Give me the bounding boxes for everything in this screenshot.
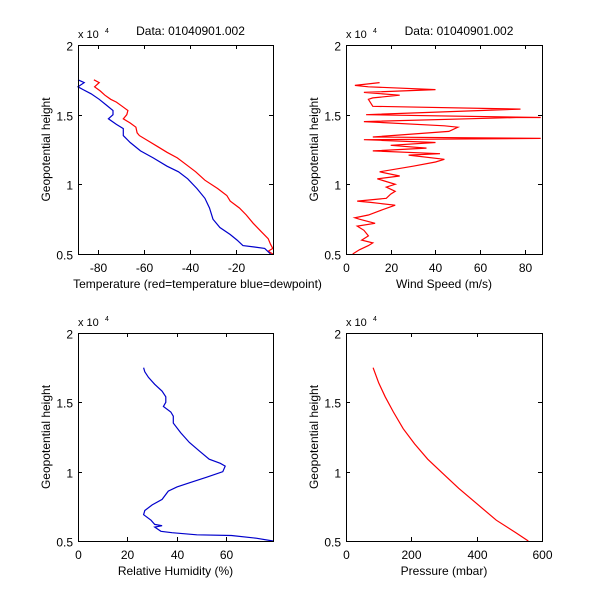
x-tick-label: -60 [136, 261, 154, 275]
y-tick-label: 1.5 [56, 397, 73, 411]
y-tick-label: 1.5 [324, 397, 341, 411]
y-multiplier-exponent: 4 [105, 28, 109, 35]
x-tick-label: -40 [182, 261, 200, 275]
y-tick-label: 2 [66, 328, 73, 342]
x-tick-label: -80 [90, 261, 108, 275]
subplot-pressure: 0 200 400 600 0.5 1 1.5 2 x 10 4 Pressure (mbar) Ge… [307, 316, 553, 578]
x-tick-label: 40 [171, 548, 185, 562]
x-tick-label: 20 [385, 261, 399, 275]
y-tick-label: 0.5 [324, 536, 341, 550]
x-tick-label: 0 [343, 548, 350, 562]
y-multiplier-label: x 10 [346, 29, 367, 41]
subplot-wind-speed: 0 20 40 60 80 0.5 1 1.5 2 x 10 4 Data: 01040901.002… [307, 24, 543, 291]
series-line-dewpoint [76, 79, 271, 255]
x-tick-label: 40 [429, 261, 443, 275]
y-tick-label: 1.5 [56, 110, 73, 124]
y-tick-label: 1.5 [324, 110, 341, 124]
y-tick-label: 2 [334, 328, 341, 342]
x-axis-label: Pressure (mbar) [401, 564, 488, 578]
y-multiplier-label: x 10 [78, 317, 99, 329]
subplot-relative-humidity: 0 20 40 60 0.5 1 1.5 2 x 10 4 Relative Humidity (%… [39, 316, 274, 578]
axes-frame [78, 45, 274, 255]
x-axis-label: Temperature (red=temperature blue=dewpoi… [73, 277, 322, 291]
subplot-title: Data: 01040901.002 [136, 24, 245, 38]
y-multiplier-exponent: 4 [105, 316, 109, 323]
y-tick-label: 1 [66, 179, 73, 193]
x-tick-label: 400 [467, 548, 487, 562]
axes-frame [346, 333, 543, 542]
x-tick-label: 60 [220, 548, 234, 562]
x-axis-label: Relative Humidity (%) [118, 564, 233, 578]
y-tick-label: 2 [66, 40, 73, 54]
series-line-pressure [372, 367, 529, 542]
y-axis-label: Geopotential height [39, 97, 53, 202]
y-tick-label: 0.5 [56, 249, 73, 263]
x-tick-label: 80 [519, 261, 533, 275]
y-tick-label: 1 [66, 467, 73, 481]
y-tick-label: 1 [334, 179, 341, 193]
y-tick-label: 1 [334, 467, 341, 481]
y-multiplier-label: x 10 [346, 317, 367, 329]
y-multiplier-label: x 10 [78, 29, 99, 41]
axes-frame [346, 45, 543, 255]
x-tick-label: 600 [532, 548, 552, 562]
y-tick-label: 0.5 [56, 536, 73, 550]
series-line-relative-humidity [142, 367, 274, 542]
x-tick-label: 0 [343, 261, 350, 275]
y-axis-label: Geopotential height [307, 384, 321, 489]
axes-frame [78, 333, 274, 542]
x-tick-label: 200 [401, 548, 421, 562]
x-axis-label: Wind Speed (m/s) [396, 277, 492, 291]
subplot-temperature: -80 -60 -40 -20 0.5 1 1.5 2 x 10 4 Data: 01040901.… [39, 24, 322, 291]
y-multiplier-exponent: 4 [373, 316, 377, 323]
x-tick-label: 0 [75, 548, 82, 562]
series-line-wind-speed [352, 82, 541, 255]
series-line-temperature [93, 79, 274, 255]
y-axis-label: Geopotential height [307, 97, 321, 202]
y-tick-label: 2 [334, 40, 341, 54]
y-tick-label: 0.5 [324, 249, 341, 263]
subplot-title: Data: 01040901.002 [405, 24, 514, 38]
y-axis-label: Geopotential height [39, 384, 53, 489]
y-multiplier-exponent: 4 [373, 28, 377, 35]
x-tick-label: 20 [121, 548, 135, 562]
x-tick-label: -20 [228, 261, 246, 275]
x-tick-label: 60 [474, 261, 488, 275]
